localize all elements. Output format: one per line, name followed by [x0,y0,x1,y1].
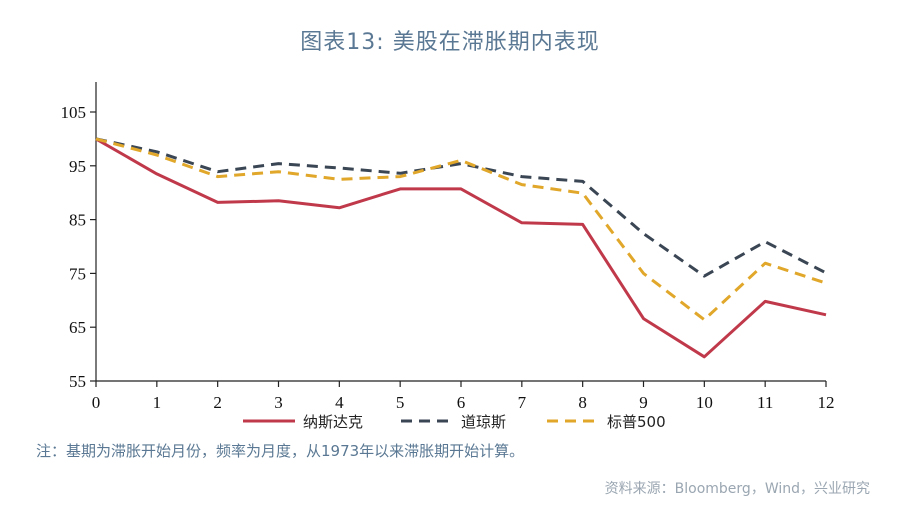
data-point [459,158,463,162]
x-tick-label: 2 [213,393,222,412]
series-line-2 [95,137,827,322]
data-point [337,206,341,210]
y-tick-label: 85 [69,211,86,230]
data-point [155,153,159,157]
data-point [763,261,767,265]
data-point [642,271,646,275]
data-point [337,166,341,170]
data-point [277,199,281,203]
legend-label: 纳斯达克 [303,413,363,431]
data-point [216,200,220,204]
x-tick-label: 1 [153,393,162,412]
data-source: 资料来源：Bloomberg，Wind，兴业研究 [604,481,870,497]
x-tick-label: 9 [639,393,648,412]
data-point [702,355,706,359]
y-tick-label: 75 [69,264,86,283]
data-point [763,240,767,244]
x-tick-label: 0 [92,393,101,412]
x-tick-label: 4 [335,393,344,412]
y-tick-label: 55 [69,372,86,391]
data-point [642,232,646,236]
chart-note: 注：基期为滞胀开始月份，频率为月度，从1973年以来滞胀期开始计算。 [36,442,525,460]
x-tick-label: 11 [757,393,773,412]
data-point [763,299,767,303]
data-point [824,281,828,285]
data-point [216,170,220,174]
data-point [277,162,281,166]
data-point [94,137,98,141]
data-point [337,177,341,181]
legend: 纳斯达克 道琼斯 标普500 [243,413,666,431]
x-tick-label: 6 [457,393,466,412]
data-point [581,191,585,195]
data-point [702,274,706,278]
data-point [520,183,524,187]
series-line-1 [95,137,827,278]
x-tick-label: 12 [818,393,835,412]
x-tick-label: 8 [578,393,587,412]
x-tick-label: 3 [274,393,283,412]
data-point [581,222,585,226]
y-tick-label: 65 [69,318,86,337]
x-tick-label: 5 [396,393,405,412]
series-line-0 [95,137,827,359]
data-point [398,175,402,179]
data-point [642,317,646,321]
data-point [581,179,585,183]
data-point [824,271,828,275]
data-point [520,175,524,179]
chart-title: 图表13: 美股在滞胀期内表现 [300,30,600,55]
data-point [824,313,828,317]
y-tick-label: 105 [61,103,87,122]
legend-label: 标普500 [607,413,666,431]
data-point [459,187,463,191]
y-tick-label: 95 [69,157,86,176]
data-point [155,172,159,176]
data-point [277,170,281,174]
x-tick-label: 10 [696,393,713,412]
x-tick-label: 7 [518,393,527,412]
data-point [520,221,524,225]
legend-label: 道琼斯 [461,413,506,431]
series-layer [94,137,828,359]
data-point [702,318,706,322]
data-point [398,187,402,191]
data-point [216,175,220,179]
